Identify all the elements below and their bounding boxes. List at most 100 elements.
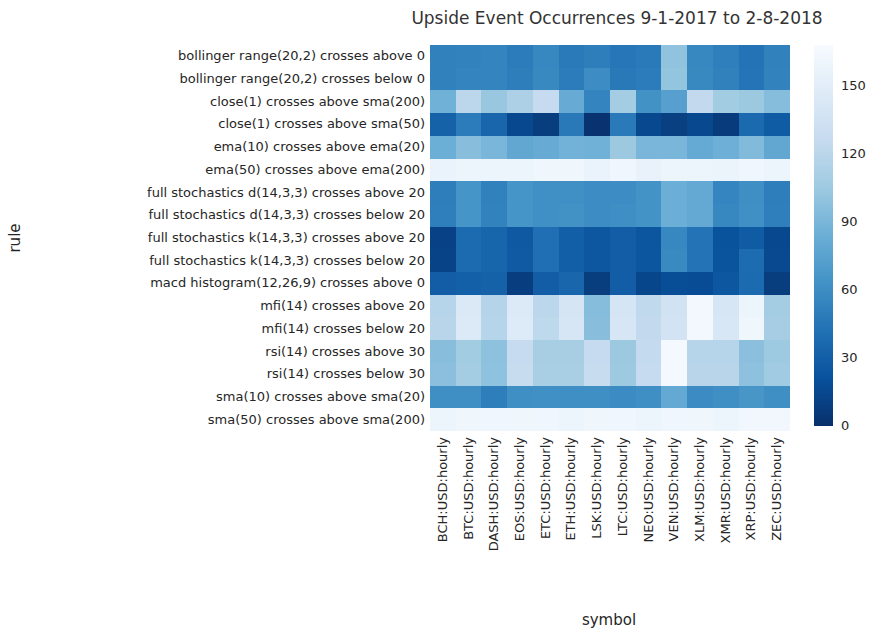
heatmap-cell — [559, 136, 585, 159]
heatmap-cell — [481, 272, 507, 295]
heatmap-cell — [713, 272, 739, 295]
x-tick-label: NEO:USD:hourly — [640, 437, 658, 607]
heatmap-cell — [456, 249, 482, 272]
heatmap-cell — [661, 408, 687, 431]
heatmap-cell — [636, 68, 662, 91]
heatmap-cell — [713, 68, 739, 91]
heatmap-cell — [764, 317, 790, 340]
y-tick-label: ema(10) crosses above ema(20) — [0, 138, 425, 156]
colorbar — [814, 45, 833, 426]
heatmap-cell — [533, 272, 559, 295]
heatmap-cell — [739, 181, 765, 204]
heatmap-cell — [661, 68, 687, 91]
heatmap-cell — [430, 181, 456, 204]
heatmap-cell — [430, 408, 456, 431]
heatmap-cell — [687, 68, 713, 91]
heatmap-cell — [739, 204, 765, 227]
x-tick-label: BTC:USD:hourly — [460, 437, 478, 607]
heatmap-cell — [764, 295, 790, 318]
heatmap-cell — [584, 45, 610, 68]
heatmap-cell — [687, 204, 713, 227]
heatmap-cell — [584, 68, 610, 91]
heatmap-cell — [559, 159, 585, 182]
heatmap-cell — [559, 408, 585, 431]
y-tick-label: ema(50) crosses above ema(200) — [0, 161, 425, 179]
heatmap-cell — [456, 386, 482, 409]
heatmap-cell — [430, 272, 456, 295]
heatmap-cell — [533, 113, 559, 136]
heatmap-cell — [507, 159, 533, 182]
y-tick-label: full stochastics k(14,3,3) crosses below… — [0, 252, 425, 270]
heatmap-cell — [764, 181, 790, 204]
y-tick-label: close(1) crosses above sma(200) — [0, 93, 425, 111]
heatmap-cell — [713, 45, 739, 68]
heatmap-cell — [456, 227, 482, 250]
heatmap-cell — [559, 68, 585, 91]
heatmap-cell — [456, 363, 482, 386]
heatmap-cell — [584, 227, 610, 250]
heatmap-cell — [739, 408, 765, 431]
heatmap-cell — [559, 90, 585, 113]
heatmap-cell — [687, 227, 713, 250]
x-tick-label: VEN:USD:hourly — [665, 437, 683, 607]
heatmap-cell — [661, 113, 687, 136]
heatmap-cell — [739, 272, 765, 295]
heatmap-cell — [636, 204, 662, 227]
heatmap-cell — [636, 363, 662, 386]
heatmap-cell — [456, 68, 482, 91]
heatmap-cell — [507, 386, 533, 409]
heatmap-cell — [430, 363, 456, 386]
heatmap-cell — [661, 159, 687, 182]
heatmap-cell — [764, 249, 790, 272]
heatmap-cell — [713, 386, 739, 409]
heatmap-cell — [739, 136, 765, 159]
x-tick-label: XRP:USD:hourly — [742, 437, 760, 607]
heatmap-cell — [661, 363, 687, 386]
heatmap-cell — [610, 68, 636, 91]
heatmap-cell — [584, 272, 610, 295]
heatmap-cell — [764, 408, 790, 431]
heatmap-cell — [713, 340, 739, 363]
heatmap-cell — [739, 295, 765, 318]
heatmap-cell — [481, 363, 507, 386]
heatmap-cell — [430, 386, 456, 409]
heatmap-cell — [713, 181, 739, 204]
x-tick-label: ETH:USD:hourly — [562, 437, 580, 607]
heatmap-cell — [739, 90, 765, 113]
heatmap-cell — [559, 45, 585, 68]
heatmap-cell — [507, 408, 533, 431]
heatmap-cell — [610, 113, 636, 136]
heatmap-cell — [636, 272, 662, 295]
heatmap-cell — [456, 408, 482, 431]
chart-title: Upside Event Occurrences 9-1-2017 to 2-8… — [340, 8, 894, 28]
heatmap-cell — [687, 363, 713, 386]
heatmap-cell — [430, 227, 456, 250]
heatmap-cell — [507, 272, 533, 295]
heatmap-cell — [456, 45, 482, 68]
heatmap-cell — [533, 249, 559, 272]
colorbar-tick-label: 90 — [841, 213, 881, 231]
colorbar-tick-label: 30 — [841, 349, 881, 367]
heatmap-cell — [636, 386, 662, 409]
heatmap-cell — [713, 408, 739, 431]
heatmap-cell — [713, 317, 739, 340]
heatmap-cell — [507, 181, 533, 204]
heatmap-cell — [430, 340, 456, 363]
heatmap-cell — [481, 386, 507, 409]
heatmap-cell — [661, 181, 687, 204]
heatmap-cell — [739, 317, 765, 340]
heatmap-cell — [739, 68, 765, 91]
heatmap-cell — [481, 249, 507, 272]
y-tick-label: close(1) crosses above sma(50) — [0, 115, 425, 133]
x-tick-label: ZEC:USD:hourly — [768, 437, 786, 607]
heatmap-cell — [687, 113, 713, 136]
heatmap-cell — [636, 249, 662, 272]
heatmap-cell — [430, 317, 456, 340]
y-tick-label: sma(10) crosses above sma(20) — [0, 388, 425, 406]
heatmap-cell — [456, 340, 482, 363]
heatmap-cell — [764, 204, 790, 227]
heatmap-cell — [610, 181, 636, 204]
heatmap-cell — [661, 45, 687, 68]
heatmap-cell — [610, 249, 636, 272]
heatmap-cell — [636, 317, 662, 340]
